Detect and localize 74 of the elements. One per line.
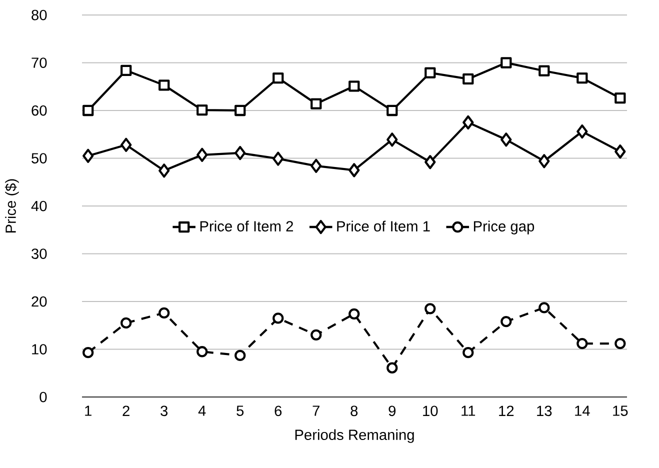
point	[272, 72, 284, 84]
point	[272, 152, 284, 166]
x-tick-label: 11	[462, 406, 476, 416]
point	[272, 312, 284, 324]
x-tick-label: 8	[350, 406, 358, 416]
point	[576, 72, 588, 84]
x-tick-label: 6	[274, 406, 282, 416]
point	[386, 132, 398, 147]
point	[424, 303, 436, 314]
y-axis-title: Price ($)	[4, 179, 19, 232]
x-tick-label: 3	[160, 406, 168, 416]
point	[348, 80, 360, 92]
legend-label: Price gap	[474, 220, 534, 234]
point	[120, 138, 132, 152]
legend-label: Price of Item 1	[337, 220, 430, 232]
x-axis-title: Periods Remaning	[295, 429, 414, 443]
y-tick-label: 60	[32, 105, 47, 116]
point	[424, 154, 436, 170]
x-tick-label: 10	[423, 406, 438, 416]
x-tick-label: 4	[198, 406, 206, 416]
point	[196, 148, 208, 162]
x-tick-label: 1	[85, 406, 92, 416]
point	[500, 316, 512, 328]
legend-label: Price of Item 2	[200, 220, 293, 232]
point	[500, 57, 512, 68]
point	[158, 80, 170, 91]
point	[538, 154, 550, 168]
x-tick-label: 5	[236, 406, 244, 416]
point	[424, 67, 436, 78]
point	[462, 73, 474, 85]
y-tick-label: 30	[32, 248, 47, 259]
point	[386, 362, 398, 374]
y-tick-label: 10	[32, 344, 47, 354]
point	[234, 146, 246, 160]
point	[196, 346, 208, 358]
point	[614, 338, 626, 350]
point	[462, 347, 474, 358]
point	[386, 104, 398, 116]
point	[120, 64, 132, 76]
point	[614, 144, 626, 159]
y-tick-label: 50	[32, 153, 47, 164]
point	[158, 307, 170, 319]
point	[538, 65, 550, 76]
point	[462, 115, 474, 130]
point	[500, 132, 512, 147]
point	[348, 308, 360, 320]
point	[538, 302, 550, 314]
point	[310, 98, 322, 110]
point	[120, 317, 132, 329]
point	[348, 163, 360, 178]
y-tick-label: 0	[40, 392, 47, 402]
point	[82, 104, 94, 116]
x-tick-label: 7	[312, 406, 320, 416]
x-tick-label: 15	[613, 406, 628, 416]
x-tick-label: 2	[122, 406, 130, 416]
point	[576, 124, 588, 139]
y-tick-label: 70	[32, 58, 47, 68]
point	[82, 148, 94, 163]
x-tick-label: 14	[575, 406, 590, 416]
x-tick-label: 9	[388, 406, 396, 416]
point	[614, 92, 626, 104]
point	[158, 164, 170, 178]
point	[82, 347, 94, 358]
x-tick-label: 13	[537, 406, 552, 416]
point	[196, 104, 208, 116]
y-tick-label: 40	[31, 200, 47, 212]
point	[310, 158, 322, 173]
y-tick-label: 20	[32, 296, 47, 307]
point	[310, 329, 322, 340]
y-tick-label: 80	[32, 10, 47, 20]
point	[234, 104, 246, 116]
x-tick-label: 12	[499, 406, 514, 416]
point	[576, 338, 588, 350]
point	[234, 350, 246, 362]
